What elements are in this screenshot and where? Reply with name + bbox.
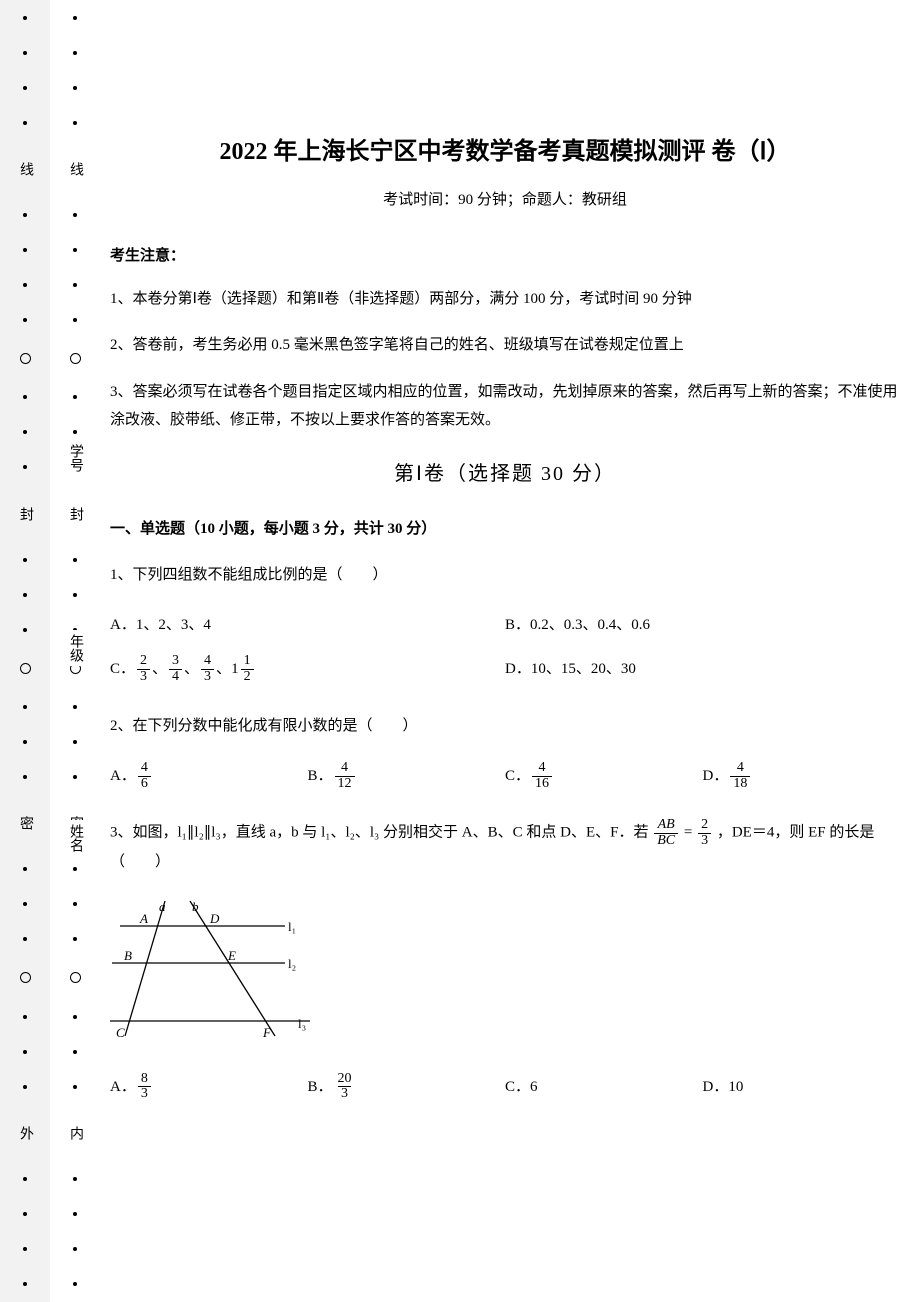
svg-text:D: D bbox=[209, 911, 220, 926]
svg-text:a: a bbox=[159, 899, 166, 914]
binding-margin: 线 封 密 外 线 封 密 bbox=[0, 0, 100, 1302]
q1-c-mixed: 1 12 bbox=[231, 654, 256, 684]
svg-text:l₁: l₁ bbox=[288, 919, 296, 934]
q3-opt-a: A． 83 bbox=[110, 1065, 308, 1109]
q2-opt-a: A． 46 bbox=[110, 754, 308, 798]
q1-opt-b: B． 0.2、0.3、0.4、0.6 bbox=[505, 604, 900, 648]
notice-heading: 考生注意： bbox=[110, 242, 900, 271]
q1-a-text: 1、2、3、4 bbox=[136, 611, 211, 640]
binding-col-outer: 线 封 密 外 bbox=[0, 0, 50, 1302]
sep: 、 bbox=[152, 655, 167, 684]
q2-stem: 2、在下列分数中能化成有限小数的是（ ） bbox=[110, 712, 900, 741]
svg-text:l₂: l₂ bbox=[288, 956, 296, 971]
binding-col-inner: 线 封 密 内 学号 年级 姓名 bbox=[50, 0, 100, 1302]
q1-opt-c: C． 23 、 34 、 43 、 1 12 bbox=[110, 648, 505, 692]
q1-opt-d: D． 10、15、20、30 bbox=[505, 648, 900, 692]
q3-val: 23 bbox=[698, 818, 711, 848]
q1-c-frac1: 23 bbox=[137, 654, 150, 684]
label-xuehao: 学号 bbox=[65, 440, 85, 476]
outer-char-4: 外 bbox=[15, 1120, 35, 1146]
q1-options: A． 1、2、3、4 B． 0.2、0.3、0.4、0.6 C． 23 、 34… bbox=[110, 604, 900, 692]
label-xingming: 姓名 bbox=[65, 820, 85, 856]
q1-d-label: D． bbox=[505, 655, 531, 684]
svg-text:E: E bbox=[227, 948, 236, 963]
outer-char-1: 线 bbox=[15, 156, 35, 182]
q1-d-text: 10、15、20、30 bbox=[531, 655, 636, 684]
inner-char-1: 线 bbox=[65, 156, 85, 182]
inner-char-2: 封 bbox=[65, 501, 85, 527]
q1-c-label: C． bbox=[110, 655, 135, 684]
q3-ratio: AB BC bbox=[654, 818, 678, 848]
q3-options: A． 83 B． 203 C． 6 D． 10 bbox=[110, 1065, 900, 1109]
notice-2: 2、答卷前，考生务必用 0.5 毫米黑色签字笔将自己的姓名、班级填写在试卷规定位… bbox=[110, 331, 900, 360]
label-nianji: 年级 bbox=[65, 630, 85, 666]
outer-char-3: 密 bbox=[15, 810, 35, 836]
svg-text:l₃: l₃ bbox=[298, 1016, 306, 1031]
svg-text:A: A bbox=[139, 911, 148, 926]
notice-3: 3、答案必须写在试卷各个题目指定区域内相应的位置，如需改动，先划掉原来的答案，然… bbox=[110, 378, 900, 435]
q3-figure: a b A D B E C F l₁ l₂ l₃ bbox=[110, 891, 900, 1051]
q3-opt-b: B． 203 bbox=[308, 1065, 506, 1109]
svg-text:F: F bbox=[262, 1025, 272, 1040]
q1-opt-a: A． 1、2、3、4 bbox=[110, 604, 505, 648]
q1-stem: 1、下列四组数不能组成比例的是（ ） bbox=[110, 561, 900, 590]
q3-stem: 3、如图，l₁∥l₂∥l₃，直线 a，b 与 l₁、l₂、l₃ 分别相交于 A、… bbox=[110, 818, 900, 877]
part-1-heading: 一、单选题（10 小题，每小题 3 分，共计 30 分） bbox=[110, 515, 900, 544]
q2-options: A． 46 B． 412 C． 416 D． 418 bbox=[110, 754, 900, 798]
q1-b-text: 0.2、0.3、0.4、0.6 bbox=[530, 611, 650, 640]
svg-text:C: C bbox=[116, 1025, 125, 1040]
sep: 、 bbox=[184, 655, 199, 684]
svg-text:b: b bbox=[192, 899, 199, 914]
notice-1: 1、本卷分第Ⅰ卷（选择题）和第Ⅱ卷（非选择题）两部分，满分 100 分，考试时间… bbox=[110, 285, 900, 314]
sep: 、 bbox=[216, 655, 231, 684]
binding-dots-outer: 线 封 密 外 bbox=[0, 0, 50, 1302]
exam-subtitle: 考试时间：90 分钟；命题人：教研组 bbox=[110, 186, 900, 215]
q1-b-label: B． bbox=[505, 611, 530, 640]
q2-opt-d: D． 418 bbox=[703, 754, 901, 798]
page-content: 2022 年上海长宁区中考数学备考真题模拟测评 卷（Ⅰ） 考试时间：90 分钟；… bbox=[110, 0, 900, 1302]
q3-opt-d: D． 10 bbox=[703, 1065, 901, 1109]
q1-c-frac3: 43 bbox=[201, 654, 214, 684]
q3-opt-c: C． 6 bbox=[505, 1065, 703, 1109]
outer-char-2: 封 bbox=[15, 501, 35, 527]
section-1-title: 第Ⅰ卷（选择题 30 分） bbox=[110, 455, 900, 493]
exam-title: 2022 年上海长宁区中考数学备考真题模拟测评 卷（Ⅰ） bbox=[110, 130, 900, 176]
inner-char-4: 内 bbox=[65, 1120, 85, 1146]
q1-a-label: A． bbox=[110, 611, 136, 640]
q3-svg: a b A D B E C F l₁ l₂ l₃ bbox=[110, 891, 310, 1051]
q2-opt-c: C． 416 bbox=[505, 754, 703, 798]
q1-c-frac2: 34 bbox=[169, 654, 182, 684]
q2-opt-b: B． 412 bbox=[308, 754, 506, 798]
svg-text:B: B bbox=[124, 948, 132, 963]
